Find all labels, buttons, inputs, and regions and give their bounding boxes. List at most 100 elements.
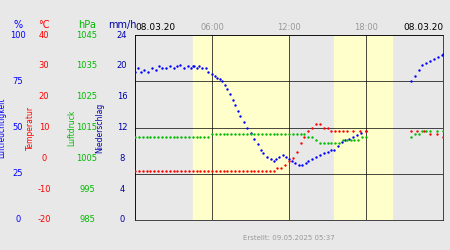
Point [178, 169, 185, 173]
Bar [193, 35, 289, 220]
Point [305, 128, 312, 132]
Point [324, 141, 331, 145]
Text: 10: 10 [39, 123, 49, 132]
Point [197, 169, 204, 173]
Point [135, 169, 143, 173]
Point [178, 135, 185, 139]
Point [228, 169, 235, 173]
Point [184, 64, 191, 68]
Point [362, 129, 369, 133]
Point [231, 169, 239, 173]
Point [334, 144, 342, 148]
Text: Temperatur: Temperatur [26, 106, 35, 150]
Point [193, 135, 200, 139]
Point [143, 135, 150, 139]
Point [158, 66, 166, 70]
Point [240, 120, 248, 124]
Point [181, 169, 189, 173]
Point [427, 128, 434, 132]
Point [301, 132, 308, 136]
Point [224, 169, 231, 173]
Point [139, 135, 146, 139]
Point [273, 157, 280, 161]
Text: Luftdruck: Luftdruck [68, 109, 76, 146]
Point [144, 70, 152, 74]
Point [143, 169, 150, 173]
Text: 100: 100 [10, 30, 26, 40]
Point [239, 132, 247, 136]
Point [266, 169, 273, 173]
Text: 985: 985 [79, 216, 95, 224]
Text: 20: 20 [117, 61, 127, 70]
Point [270, 132, 277, 136]
Text: 8: 8 [119, 154, 125, 163]
Text: 18:00: 18:00 [354, 24, 378, 32]
Point [196, 64, 203, 68]
Point [278, 166, 285, 170]
Point [156, 64, 163, 68]
Point [262, 169, 270, 173]
Point [351, 138, 358, 142]
Text: 995: 995 [79, 185, 95, 194]
Text: Erstellt: 09.05.2025 05:37: Erstellt: 09.05.2025 05:37 [243, 235, 335, 241]
Point [198, 66, 205, 70]
Point [219, 79, 226, 83]
Text: 0: 0 [41, 154, 47, 163]
Point [260, 152, 267, 156]
Text: -20: -20 [37, 216, 51, 224]
Point [343, 128, 351, 132]
Point [278, 132, 285, 136]
Point [251, 132, 258, 136]
Point [296, 162, 303, 166]
Point [342, 138, 349, 142]
Point [350, 135, 357, 139]
Point [407, 79, 414, 83]
Text: 24: 24 [117, 30, 127, 40]
Point [208, 132, 216, 136]
Point [201, 135, 208, 139]
Point [411, 132, 418, 136]
Point [320, 126, 327, 130]
Text: 40: 40 [39, 30, 49, 40]
Point [170, 135, 177, 139]
Point [185, 135, 193, 139]
Point [228, 132, 235, 136]
Point [239, 169, 247, 173]
Text: 16: 16 [117, 92, 127, 101]
Point [251, 136, 258, 140]
Point [251, 169, 258, 173]
Point [208, 169, 216, 173]
Point [285, 160, 292, 164]
Point [258, 132, 265, 136]
Text: 20: 20 [39, 92, 49, 101]
Point [231, 132, 239, 136]
Point [131, 169, 139, 173]
Point [332, 141, 339, 145]
Point [309, 157, 316, 161]
Point [332, 128, 339, 132]
Point [330, 148, 338, 152]
Text: 25: 25 [13, 169, 23, 178]
Point [247, 131, 254, 135]
Point [247, 132, 254, 136]
Point [320, 141, 327, 145]
Point [339, 128, 346, 132]
Point [316, 153, 324, 157]
Point [189, 64, 196, 68]
Text: 1015: 1015 [76, 123, 98, 132]
Point [305, 159, 312, 163]
Text: Luftfeuchtigkeit: Luftfeuchtigkeit [0, 97, 6, 158]
Point [193, 169, 200, 173]
Point [170, 66, 177, 70]
Point [427, 59, 434, 63]
Text: 12:00: 12:00 [277, 24, 301, 32]
Point [235, 132, 243, 136]
Point [279, 153, 286, 157]
Text: 75: 75 [13, 77, 23, 86]
Point [162, 169, 169, 173]
Point [346, 136, 353, 140]
Point [158, 169, 166, 173]
Text: 0: 0 [15, 216, 21, 224]
Text: 08.03.20: 08.03.20 [135, 24, 175, 32]
Point [312, 138, 319, 142]
